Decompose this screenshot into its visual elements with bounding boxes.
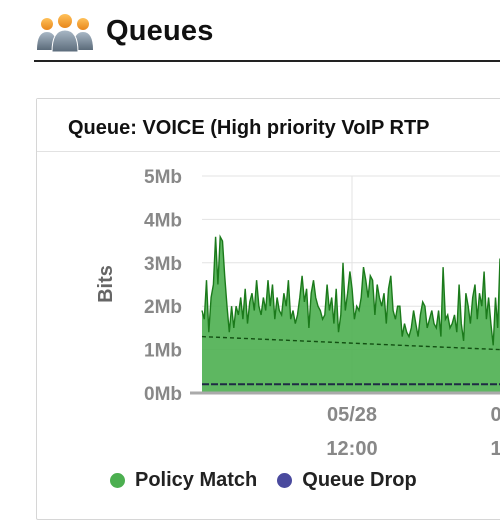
y-tick-label: 1Mb <box>144 341 182 362</box>
page-header: Queues <box>0 0 500 62</box>
y-tick-label: 0Mb <box>144 384 182 405</box>
x-tick-label: 12:00 <box>326 438 377 460</box>
chart-container: 0Mb 1Mb 2Mb 3Mb 4Mb 5Mb Bits 05/28 12:00 0 1 <box>0 0 500 500</box>
group-icon <box>36 14 94 54</box>
policy-match-line <box>201 234 500 346</box>
panel-heading: Queue: VOICE (High priority VoIP RTP <box>37 99 500 152</box>
legend-item-queue-drop[interactable]: Queue Drop <box>277 468 417 492</box>
header-divider <box>34 60 500 62</box>
queue-chart[interactable]: 0Mb 1Mb 2Mb 3Mb 4Mb 5Mb Bits 05/28 12:00 0 1 <box>0 0 500 500</box>
panel-title: Queue: VOICE (High priority VoIP RTP <box>68 117 430 139</box>
y-tick-label: 2Mb <box>144 297 182 318</box>
y-axis-title: Bits <box>95 265 117 303</box>
y-tick-label: 4Mb <box>144 210 182 231</box>
page-title: Queues <box>106 15 214 47</box>
legend-label-policy-match: Policy Match <box>135 468 258 491</box>
legend-label-queue-drop: Queue Drop <box>302 468 417 491</box>
queue-drop-dot-icon <box>277 472 293 488</box>
x-tick-label: 1 <box>490 438 500 460</box>
legend-item-policy-match[interactable]: Policy Match <box>110 469 257 492</box>
x-tick-label: 0 <box>490 404 500 426</box>
policy-match-average-line <box>201 335 500 351</box>
chart-legend: Policy Match Queue Drop <box>110 466 417 494</box>
y-tick-label: 5Mb <box>144 167 182 188</box>
policy-match-area <box>202 236 500 393</box>
x-tick-label: 05/28 <box>327 404 377 426</box>
policy-match-dot-icon <box>110 472 125 488</box>
y-tick-label: 3Mb <box>144 254 182 275</box>
